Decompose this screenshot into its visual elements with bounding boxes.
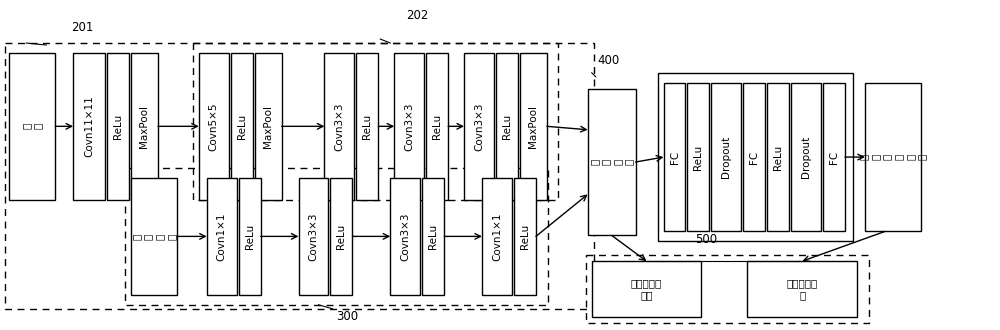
Bar: [496, 53, 518, 200]
Bar: [324, 53, 354, 200]
Bar: [131, 178, 177, 295]
Text: Covn11×11: Covn11×11: [84, 95, 94, 157]
Bar: [390, 178, 420, 295]
Text: 500: 500: [695, 233, 718, 246]
Bar: [743, 83, 765, 231]
Bar: [426, 53, 448, 200]
Text: ReLu: ReLu: [428, 224, 438, 249]
Text: Dropout: Dropout: [721, 136, 731, 178]
Text: ReLu: ReLu: [432, 114, 442, 139]
Bar: [299, 178, 328, 295]
Text: Covn3×3: Covn3×3: [309, 212, 319, 261]
Bar: [131, 53, 158, 200]
Bar: [239, 178, 261, 295]
Bar: [107, 53, 129, 200]
Bar: [592, 261, 701, 317]
Text: MaxPool: MaxPool: [263, 105, 273, 148]
Text: ReLu: ReLu: [113, 114, 123, 139]
Text: 图
像: 图 像: [22, 123, 43, 129]
Text: MaxPool: MaxPool: [139, 105, 149, 148]
Text: Covn1×1: Covn1×1: [217, 212, 227, 261]
Bar: [5, 43, 594, 309]
Bar: [588, 89, 636, 235]
Text: Covn3×3: Covn3×3: [404, 102, 414, 150]
Bar: [711, 83, 741, 231]
Text: ReLu: ReLu: [362, 114, 372, 139]
Bar: [422, 178, 444, 295]
Text: ReLu: ReLu: [237, 114, 247, 139]
Bar: [330, 178, 352, 295]
Text: FC: FC: [749, 150, 759, 164]
Bar: [791, 83, 821, 231]
Bar: [767, 83, 789, 231]
Text: 环
境
特
征: 环 境 特 征: [132, 233, 176, 240]
Bar: [823, 83, 845, 231]
Bar: [394, 53, 424, 200]
Text: Covn1×1: Covn1×1: [492, 212, 502, 261]
Bar: [464, 53, 494, 200]
Text: 模态间度量
损失: 模态间度量 损失: [631, 278, 662, 300]
Text: ReLu: ReLu: [336, 224, 346, 249]
Text: 400: 400: [598, 54, 620, 67]
Text: 茶
园
产
量
信
息: 茶 园 产 量 信 息: [859, 154, 927, 160]
Text: Covn3×3: Covn3×3: [400, 212, 410, 261]
Text: ReLu: ReLu: [245, 224, 255, 249]
Bar: [193, 43, 558, 200]
Text: 300: 300: [336, 310, 359, 323]
Text: Covn5×5: Covn5×5: [209, 102, 219, 150]
Bar: [231, 53, 253, 200]
Bar: [482, 178, 512, 295]
Text: 产量预测损
失: 产量预测损 失: [787, 278, 818, 300]
Bar: [255, 53, 282, 200]
Text: 特
征
融
合: 特 征 融 合: [589, 159, 634, 165]
Bar: [356, 53, 378, 200]
Bar: [664, 83, 685, 231]
Text: FC: FC: [670, 150, 680, 164]
Bar: [514, 178, 536, 295]
Text: MaxPool: MaxPool: [528, 105, 538, 148]
Text: ReLu: ReLu: [502, 114, 512, 139]
Bar: [687, 83, 709, 231]
Bar: [9, 53, 55, 200]
Text: Covn3×3: Covn3×3: [334, 102, 344, 150]
Text: FC: FC: [829, 150, 839, 164]
Text: ReLu: ReLu: [773, 145, 783, 170]
Bar: [207, 178, 237, 295]
Bar: [865, 83, 921, 231]
Bar: [125, 168, 548, 305]
Text: Covn3×3: Covn3×3: [474, 102, 484, 150]
Text: ReLu: ReLu: [693, 145, 703, 170]
Bar: [520, 53, 547, 200]
Bar: [747, 261, 857, 317]
Bar: [73, 53, 105, 200]
Text: Dropout: Dropout: [801, 136, 811, 178]
Bar: [586, 255, 869, 323]
Text: 201: 201: [71, 21, 94, 34]
Bar: [658, 73, 853, 241]
Text: 202: 202: [406, 9, 429, 22]
Text: ReLu: ReLu: [520, 224, 530, 249]
Bar: [199, 53, 229, 200]
